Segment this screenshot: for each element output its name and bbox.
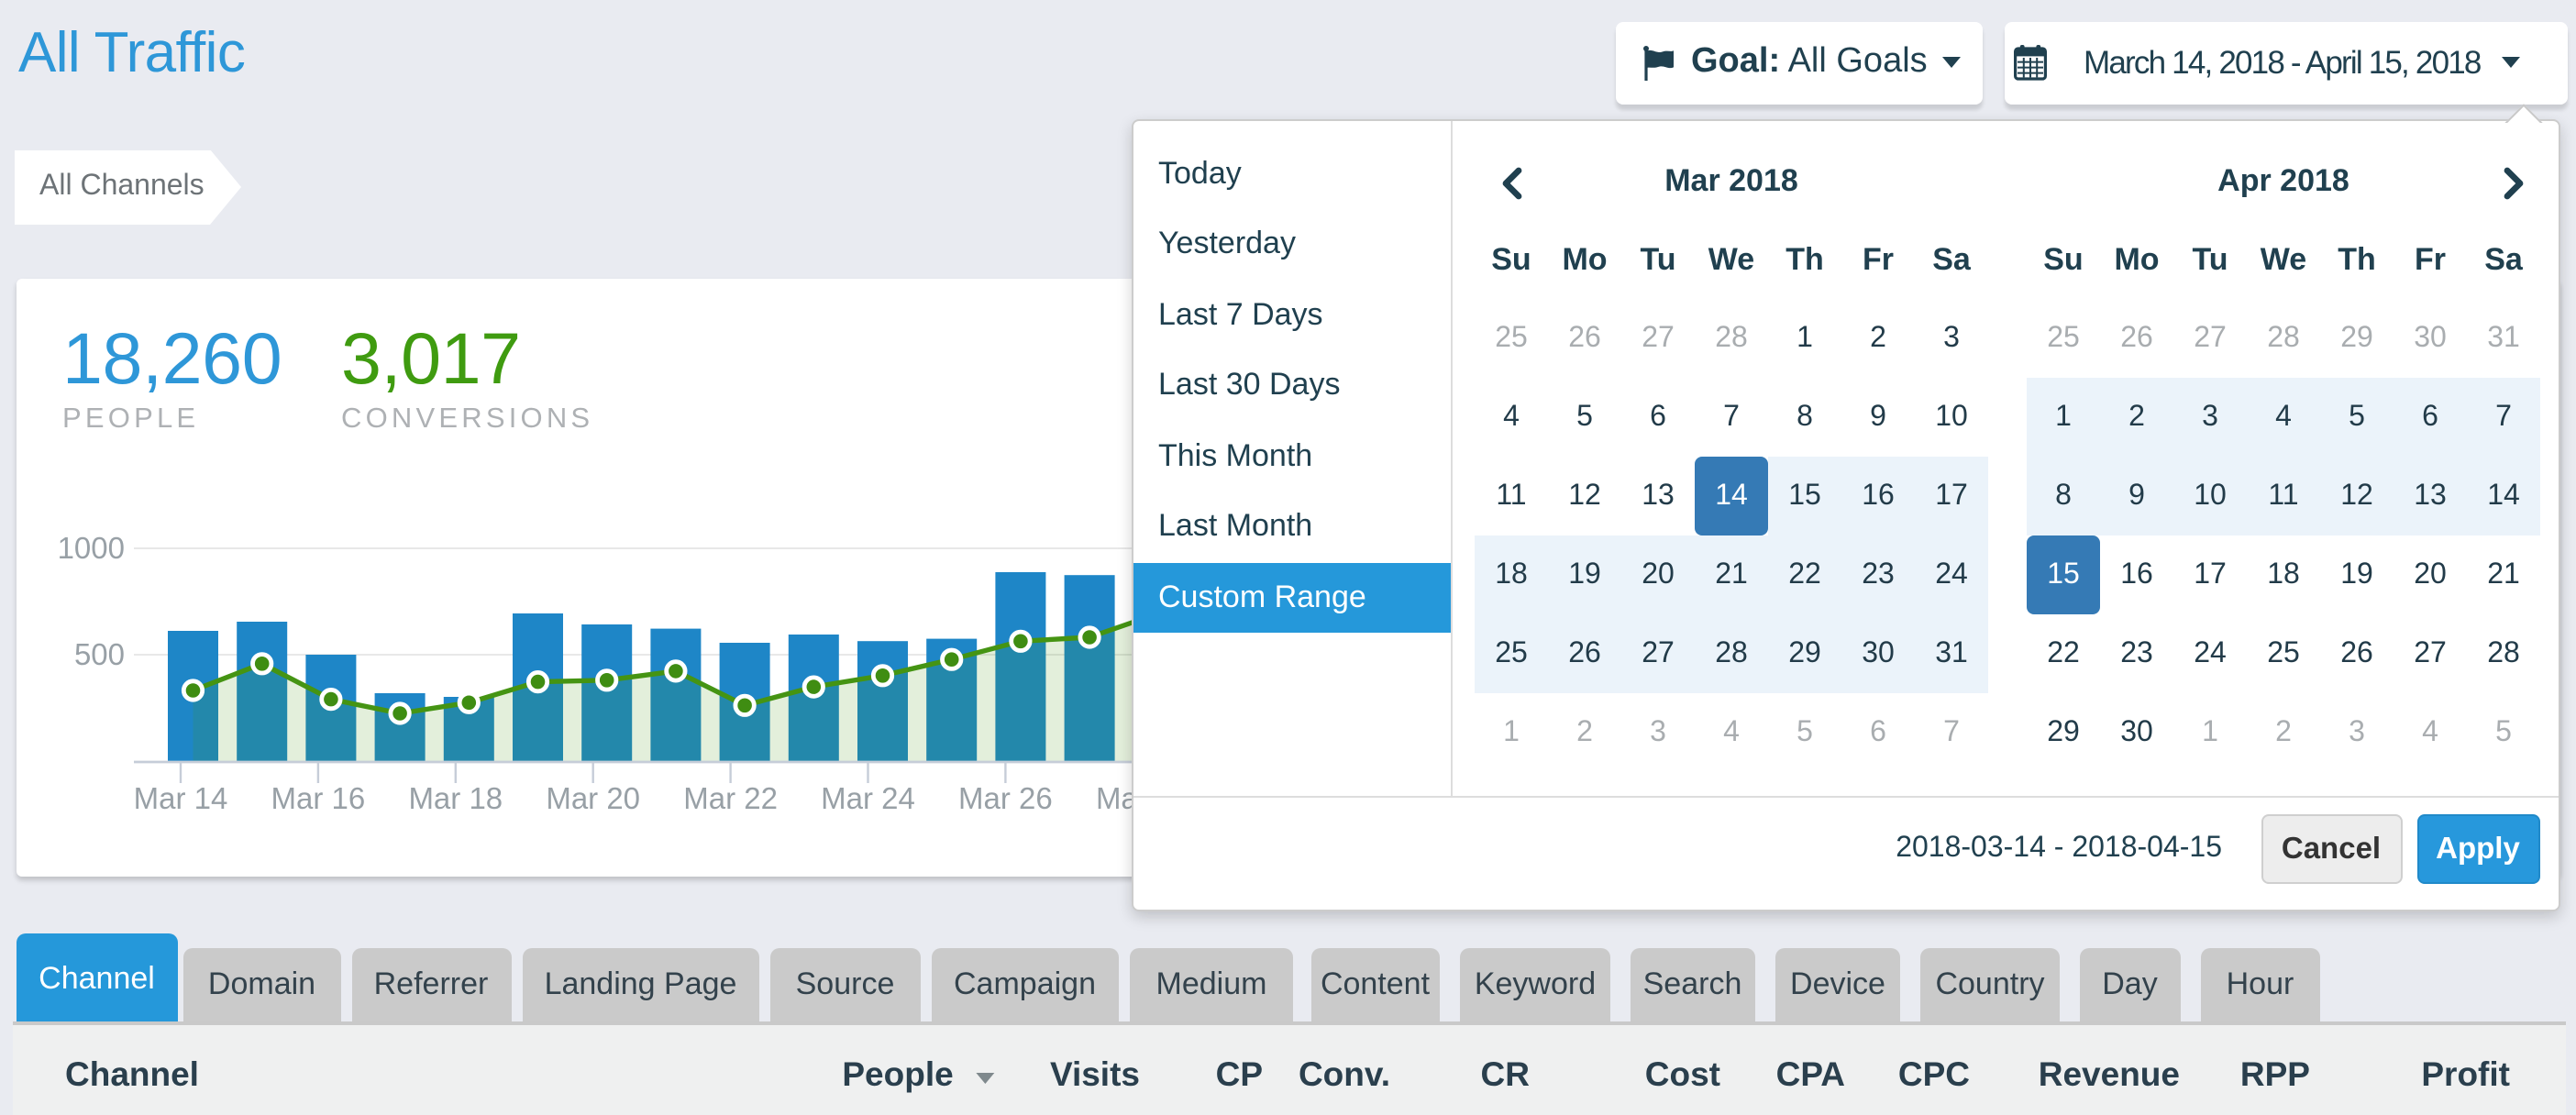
svg-text:Mar 26: Mar 26 bbox=[958, 780, 1053, 814]
svg-text:Mar 18: Mar 18 bbox=[408, 780, 503, 814]
svg-text:Mar 14: Mar 14 bbox=[134, 780, 228, 814]
svg-text:Mar 24: Mar 24 bbox=[821, 780, 915, 814]
svg-text:Mar 22: Mar 22 bbox=[683, 780, 778, 814]
svg-text:500: 500 bbox=[74, 636, 125, 670]
svg-text:Mar 20: Mar 20 bbox=[546, 780, 640, 814]
svg-text:Mar 16: Mar 16 bbox=[271, 780, 366, 814]
svg-text:1000: 1000 bbox=[58, 530, 125, 564]
